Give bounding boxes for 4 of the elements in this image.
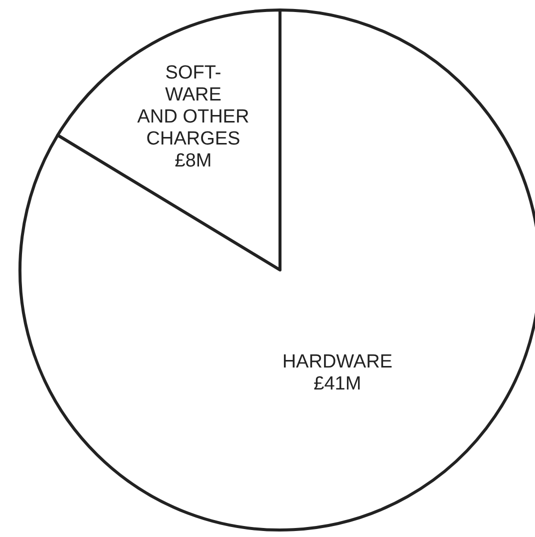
slice-label: SOFT- WARE AND OTHER CHARGES	[137, 62, 250, 150]
data-label: £41M	[314, 374, 362, 395]
data-label: £8M	[174, 150, 212, 172]
slice-label: HARDWARE	[282, 352, 392, 373]
